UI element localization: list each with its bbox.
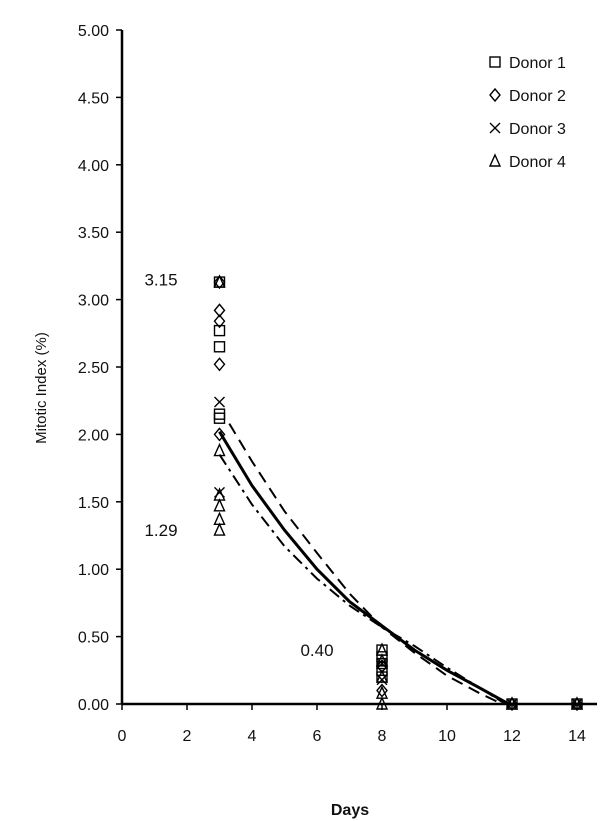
data-point-donor-4	[213, 274, 226, 288]
data-point-donor-3	[506, 698, 518, 710]
data-point-donor-1	[213, 412, 226, 424]
data-point-donor-2	[213, 274, 226, 290]
data-point-donor-4	[213, 442, 226, 457]
y-tick-label: 4.50	[78, 90, 109, 107]
fit-curve-solid	[218, 430, 510, 706]
data-point-donor-4	[213, 522, 226, 536]
data-point-donor-1	[376, 657, 388, 670]
x-tick-label: 4	[248, 728, 257, 745]
y-tick-label: 2.00	[78, 427, 109, 444]
legend-label: Donor 2	[509, 88, 566, 105]
annotation-label: 1.29	[144, 521, 177, 540]
legend-label: Donor 1	[509, 55, 566, 72]
data-point-donor-3	[376, 674, 388, 686]
data-point-donor-1	[213, 276, 226, 288]
x-tick-label: 6	[313, 728, 322, 745]
x-tick-label: 10	[438, 728, 456, 745]
legend-marker-donor-4	[488, 153, 502, 167]
legend-marker-donor-2	[489, 87, 501, 103]
data-point-donor-4	[505, 696, 519, 710]
y-tick-label: 0.50	[78, 630, 109, 647]
x-tick-label: 12	[503, 728, 521, 745]
data-point-donor-4	[570, 696, 584, 710]
annotation-label: 0.40	[300, 641, 333, 660]
data-points	[213, 274, 584, 712]
annotation-label: 3.15	[144, 270, 177, 289]
data-point-donor-3	[571, 698, 583, 710]
data-point-donor-1	[213, 324, 226, 337]
y-tick-label: 3.50	[78, 225, 109, 242]
y-tick-label: 1.50	[78, 495, 109, 512]
data-point-donor-2	[213, 303, 226, 318]
x-tick-label: 2	[183, 728, 192, 745]
fit-curve-dashed	[228, 423, 503, 705]
data-point-donor-4	[213, 498, 226, 512]
y-tick-label: 0.00	[78, 697, 109, 714]
x-tick-label: 0	[118, 728, 127, 745]
y-tick-label: 5.00	[78, 23, 109, 40]
data-point-donor-1	[213, 408, 226, 420]
y-tick-label: 3.00	[78, 293, 109, 310]
data-point-donor-4	[375, 696, 389, 710]
x-tick-label: 14	[568, 728, 586, 745]
y-axis-label: Mitotic Index (%)	[33, 332, 50, 444]
x-axis-label: Days	[331, 802, 369, 819]
data-point-donor-1	[376, 651, 388, 663]
legend-marker-donor-1	[489, 56, 501, 68]
legend: Donor 1 Donor 2 Donor 3 Donor 4	[488, 55, 566, 171]
legend-label: Donor 4	[509, 154, 566, 171]
fit-curves	[218, 423, 510, 706]
data-point-donor-4	[375, 653, 389, 667]
data-point-donor-3	[376, 658, 388, 670]
data-point-donor-3	[214, 396, 225, 408]
y-tick-label: 1.00	[78, 562, 109, 579]
legend-marker-donor-3	[489, 122, 501, 134]
x-tick-label: 8	[378, 728, 387, 745]
y-tick-label: 4.00	[78, 158, 109, 175]
fit-curve-dashdot	[218, 454, 507, 705]
data-point-donor-4	[375, 669, 389, 683]
data-point-donor-2	[213, 314, 226, 329]
axes: 0.00 0.50 1.00 1.50 2.00 2.50 3.00 3.50 4.00 4.50…	[78, 23, 597, 745]
data-point-donor-2	[506, 696, 518, 712]
data-point-donor-2	[213, 427, 226, 442]
data-point-donor-2	[213, 357, 226, 372]
y-tick-label: 2.50	[78, 360, 109, 377]
data-point-donor-1	[213, 341, 226, 353]
legend-label: Donor 3	[509, 121, 566, 138]
data-point-donor-2	[571, 696, 583, 712]
annotations: 3.15 1.29 0.40	[144, 270, 333, 660]
